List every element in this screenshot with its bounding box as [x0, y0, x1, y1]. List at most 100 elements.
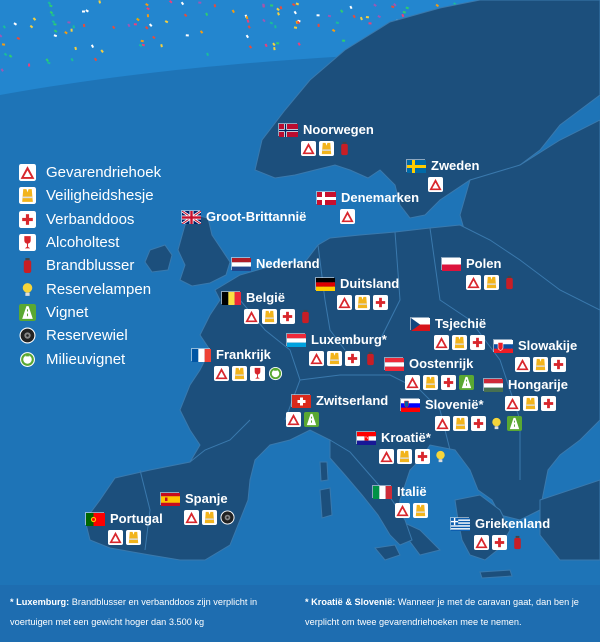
legend-label: Milieuvignet	[46, 350, 126, 368]
first-aid-kit-icon	[469, 334, 485, 350]
legend-item-tire: Reservewiel	[18, 324, 161, 347]
footnote-luxemburg-title: * Luxemburg:	[10, 597, 70, 607]
warning-triangle-icon	[433, 334, 449, 350]
legend-label: Brandblusser	[46, 257, 135, 275]
country-kroatie: Kroatië*	[356, 430, 450, 464]
footnote-kroatie-slovenie: * Kroatië & Slovenië: Wanneer je met de …	[305, 592, 592, 632]
warning-triangle-icon	[285, 411, 301, 427]
warning-triangle-icon	[308, 350, 324, 366]
warning-triangle-icon	[404, 374, 420, 390]
country-name: Zweden	[431, 158, 480, 173]
country-portugal: Portugal	[85, 511, 163, 545]
warning-triangle-icon	[336, 294, 352, 310]
environmental-sticker-icon	[267, 365, 283, 381]
country-name: Spanje	[185, 491, 228, 506]
country-name: Zwitserland	[316, 393, 389, 408]
safety-vest-icon	[201, 509, 217, 525]
flag-hungary-icon	[483, 378, 503, 392]
safety-vest-icon	[452, 415, 468, 431]
safety-vest-icon	[125, 529, 141, 545]
warning-triangle-icon	[339, 208, 355, 224]
country-name: Italië	[397, 484, 427, 499]
country-name: Polen	[466, 256, 502, 271]
safety-vest-icon	[231, 365, 247, 381]
safety-vest-icon	[422, 374, 438, 390]
legend-label: Veiligheidshesje	[46, 187, 154, 205]
legend-label: Gevarendriehoek	[46, 164, 162, 182]
warning-triangle-icon	[183, 509, 199, 525]
fire-extinguisher-icon	[18, 257, 36, 275]
first-aid-kit-icon	[491, 534, 507, 550]
country-duitsland: Duitsland	[315, 276, 399, 310]
first-aid-kit-icon	[18, 210, 36, 228]
country-zwitserland: Zwitserland	[285, 393, 389, 427]
country-griekenland: Griekenland	[450, 516, 550, 550]
safety-vest-icon	[318, 140, 334, 156]
safety-vest-icon	[522, 395, 538, 411]
legend-item-vignette: Vignet	[18, 301, 161, 324]
flag-france-icon	[191, 348, 211, 362]
vignette-icon	[18, 303, 36, 321]
country-noorwegen: Noorwegen	[278, 122, 374, 156]
country-name: Oostenrijk	[409, 356, 474, 371]
warning-triangle-icon	[514, 356, 530, 372]
country-polen: Polen	[441, 256, 519, 290]
safety-vest-icon	[396, 448, 412, 464]
flag-portugal-icon	[85, 512, 105, 526]
country-name: Slovenië*	[425, 397, 484, 412]
flag-switzerland-icon	[291, 394, 311, 408]
flag-germany-icon	[315, 277, 335, 291]
first-aid-kit-icon	[550, 356, 566, 372]
footnote-luxemburg: * Luxemburg: Brandblusser en verbanddoos…	[10, 592, 295, 632]
spare-bulb-icon	[18, 280, 36, 298]
fire-extinguisher-icon	[362, 350, 378, 366]
country-name: Noorwegen	[303, 122, 374, 137]
breathalyzer-icon	[18, 234, 36, 252]
legend-label: Alcoholtest	[46, 234, 120, 252]
warning-triangle-icon	[427, 176, 443, 192]
flag-italy-icon	[372, 485, 392, 499]
country-name: Tsjechië	[435, 316, 487, 331]
flag-belgium-icon	[221, 291, 241, 305]
first-aid-kit-icon	[470, 415, 486, 431]
safety-vest-icon	[354, 294, 370, 310]
country-name: Frankrijk	[216, 347, 271, 362]
country-tsjechie: Tsjechië	[410, 316, 487, 350]
vignette-icon	[506, 415, 522, 431]
country-name: Denemarken	[341, 190, 420, 205]
first-aid-kit-icon	[414, 448, 430, 464]
flag-czech-icon	[410, 317, 430, 331]
safety-vest-icon	[483, 274, 499, 290]
legend-item-firstaid: Verbanddoos	[18, 208, 161, 231]
safety-vest-icon	[412, 502, 428, 518]
footnote-kroatie-slovenie-title: * Kroatië & Slovenië:	[305, 597, 396, 607]
flag-netherlands-icon	[231, 257, 251, 271]
country-name: Hongarije	[508, 377, 568, 392]
legend-item-extinguisher: Brandblusser	[18, 254, 161, 277]
country-name: Luxemburg*	[311, 332, 387, 347]
warning-triangle-icon	[18, 164, 36, 182]
safety-vest-icon	[326, 350, 342, 366]
flag-sweden-icon	[406, 159, 426, 173]
warning-triangle-icon	[465, 274, 481, 290]
footnote-luxemburg-text: Brandblusser en verbanddoos zijn verplic…	[10, 597, 258, 627]
country-name: Portugal	[110, 511, 163, 526]
flag-spain-icon	[160, 492, 180, 506]
legend: Gevarendriehoek Veiligheidshesje Verbanddo…	[18, 161, 161, 371]
legend-item-alcohol: Alcoholtest	[18, 231, 161, 254]
warning-triangle-icon	[107, 529, 123, 545]
footnote-kroatie-slovenie-text: Wanneer je met de caravan gaat, dan ben …	[305, 597, 579, 627]
warning-triangle-icon	[243, 308, 259, 324]
fire-extinguisher-icon	[336, 140, 352, 156]
first-aid-kit-icon	[540, 395, 556, 411]
country-spanje: Spanje	[160, 491, 237, 525]
legend-label: Reservewiel	[46, 327, 128, 345]
legend-label: Vignet	[46, 303, 89, 321]
legend-label: Verbanddoos	[46, 210, 135, 228]
fire-extinguisher-icon	[509, 534, 525, 550]
country-frankrijk: Frankrijk	[191, 347, 285, 381]
warning-triangle-icon	[213, 365, 229, 381]
country-luxemburg: Luxemburg*	[286, 332, 387, 366]
flag-norway-icon	[278, 123, 298, 137]
